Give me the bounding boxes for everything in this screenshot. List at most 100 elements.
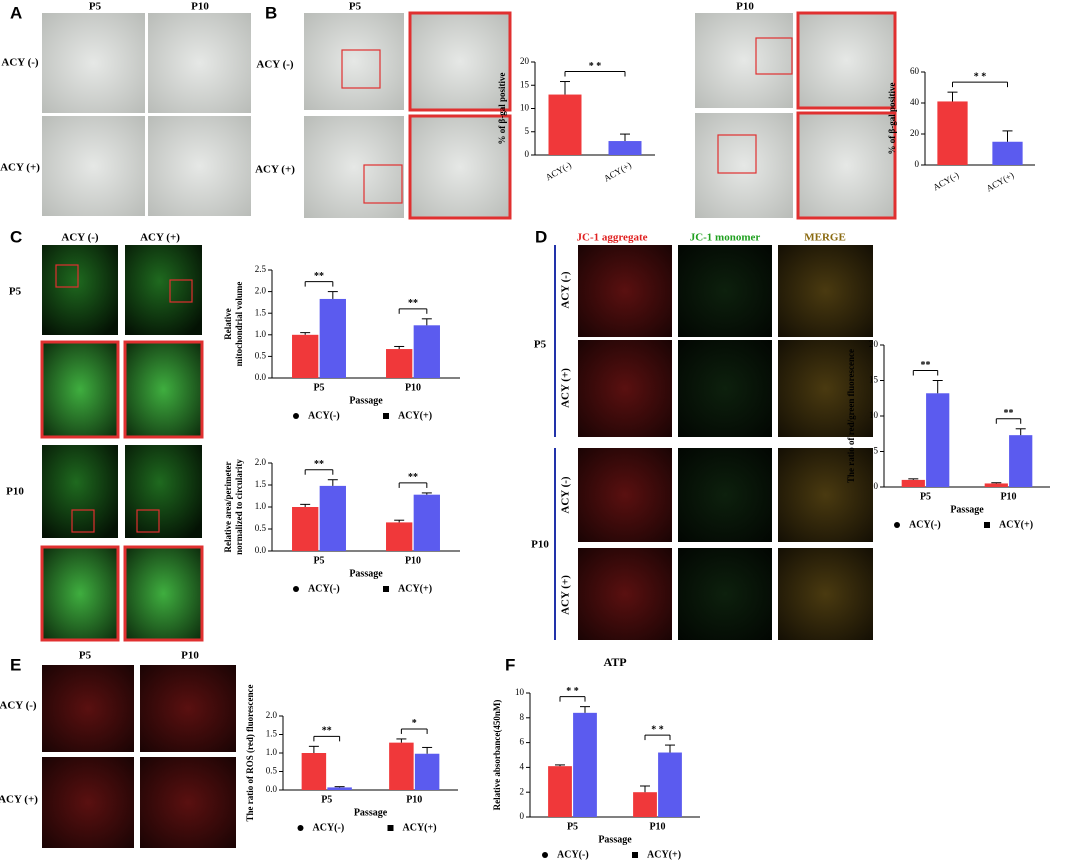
micrograph — [678, 448, 772, 542]
bar — [633, 792, 657, 817]
legend-label: ACY(+) — [403, 822, 437, 833]
legend-label: ACY(-) — [308, 583, 340, 594]
legend-label: ACY(+) — [647, 849, 681, 860]
y-tick-label: 1.5 — [255, 479, 267, 489]
panel-label: P10 — [531, 539, 549, 551]
micrograph — [678, 340, 772, 437]
panel-label: P10 — [6, 486, 24, 498]
sig-label: ** — [408, 298, 418, 309]
panel-label: P5 — [89, 1, 102, 13]
bar — [937, 101, 968, 165]
chart-title: ATP — [603, 655, 626, 669]
legend-marker — [297, 825, 304, 831]
micrograph — [125, 245, 202, 335]
panel-label: ACY (+) — [560, 368, 572, 408]
micrograph — [140, 665, 236, 752]
panel-label: ACY (-) — [61, 232, 98, 244]
sig-label: * * — [589, 61, 602, 72]
legend-marker — [542, 852, 548, 858]
legend-label: ACY(+) — [999, 519, 1033, 530]
legend-label: ACY(-) — [308, 410, 340, 421]
micrograph — [42, 13, 145, 113]
legend-marker — [984, 522, 990, 528]
micrograph — [578, 448, 672, 542]
y-tick-label: 10 — [515, 687, 525, 697]
bar — [389, 742, 414, 790]
inset-box — [341, 49, 381, 89]
y-axis-label: mitochondrial volume — [234, 282, 244, 367]
micrograph — [408, 11, 512, 112]
panel-label: ACY (+) — [140, 232, 180, 244]
sig-label: * * — [566, 686, 579, 697]
bar — [301, 753, 327, 790]
micrograph — [125, 445, 202, 538]
inset-box — [55, 264, 79, 288]
y-tick-label: 20 — [520, 56, 530, 66]
y-tick-label: 0.5 — [266, 766, 278, 776]
y-tick-label: 20 — [910, 128, 920, 138]
y-axis-label: Relative area/perimeter — [223, 461, 233, 552]
panel-label: ACY (+) — [560, 575, 572, 615]
y-tick-label: 0 — [525, 149, 530, 159]
micrograph — [42, 757, 134, 848]
y-tick-label: 1.5 — [255, 307, 267, 317]
x-tick-label: P5 — [321, 794, 332, 805]
inset-box — [717, 134, 757, 174]
micrograph — [42, 445, 118, 538]
x-tick-label: ACY(+) — [984, 170, 1015, 194]
bar — [984, 483, 1008, 487]
micrograph — [408, 114, 512, 220]
panel-label: P5 — [349, 1, 362, 13]
micrograph — [42, 245, 118, 335]
y-tick-label: 10 — [869, 410, 879, 420]
x-tick-label: P10 — [405, 555, 421, 566]
sig-label: * * — [651, 724, 664, 735]
x-axis-label: Passage — [349, 395, 383, 406]
panel-label: ACY (+) — [255, 164, 295, 176]
panel-label: P5 — [534, 339, 547, 351]
y-tick-label: 10 — [520, 103, 530, 113]
bar — [926, 393, 950, 487]
y-tick-label: 60 — [910, 66, 920, 76]
panel-label: P10 — [181, 650, 199, 662]
bar — [658, 752, 682, 817]
micrograph — [304, 13, 404, 110]
y-tick-label: 1.0 — [255, 329, 267, 339]
bar — [413, 494, 440, 551]
legend-label: ACY(-) — [557, 849, 589, 860]
bar — [573, 712, 597, 817]
panel-label: P5 — [79, 650, 92, 662]
bar — [1009, 435, 1033, 487]
y-tick-label: 1.5 — [266, 729, 278, 739]
y-axis-label: Relative absorbance(450nM) — [492, 700, 502, 811]
panel-letter: D — [535, 227, 547, 246]
x-axis-label: Passage — [349, 568, 383, 579]
x-tick-label: P10 — [1000, 491, 1016, 502]
panel-label: ACY (+) — [0, 162, 40, 174]
bar — [608, 141, 642, 155]
sig-label: ** — [921, 360, 931, 371]
panel-letter: E — [10, 655, 21, 674]
y-tick-label: 1.0 — [266, 747, 278, 757]
sig-label: ** — [314, 271, 324, 282]
legend-marker — [383, 413, 389, 419]
y-axis-label: Relative — [223, 308, 233, 340]
y-tick-label: 2.0 — [266, 710, 278, 720]
panel-label: P5 — [9, 286, 22, 298]
x-axis-label: Passage — [598, 834, 632, 845]
bar — [327, 787, 352, 790]
x-axis-label: Passage — [354, 807, 388, 818]
bar — [386, 349, 413, 378]
y-tick-label: 0 — [874, 481, 879, 491]
panel-label: JC-1 monomer — [690, 232, 761, 244]
y-tick-label: 0.5 — [255, 350, 267, 360]
micrograph — [42, 665, 134, 752]
micrograph — [148, 116, 251, 216]
y-tick-label: 0.5 — [255, 523, 267, 533]
legend-label: ACY(+) — [398, 410, 432, 421]
y-tick-label: 40 — [910, 97, 920, 107]
micrograph — [123, 340, 204, 439]
y-tick-label: 15 — [869, 375, 879, 385]
bar — [292, 507, 319, 551]
bar — [414, 753, 440, 790]
